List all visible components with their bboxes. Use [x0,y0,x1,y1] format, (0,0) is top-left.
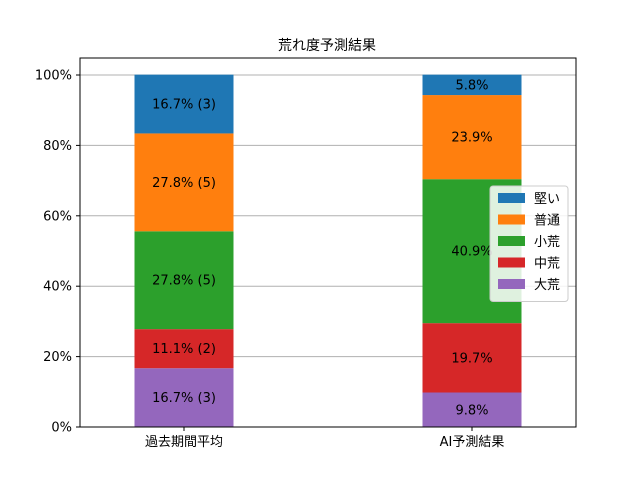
legend-swatch [498,236,525,246]
y-tick-label: 40% [43,280,72,295]
bar-segment [422,392,522,427]
data-label: 5.8% [455,78,488,93]
bar-segment [422,323,522,393]
x-tick-label: 過去期間平均 [145,435,223,450]
bar-segment [134,74,234,134]
bar-segment [134,133,234,232]
legend-swatch [498,214,525,225]
data-label: 40.9% [451,245,492,260]
bars [134,74,522,427]
legend-label: 中荒 [534,257,560,272]
y-tick-label: 20% [43,350,72,365]
data-label: 23.9% [451,131,492,146]
legend-swatch [498,279,525,289]
chart-title: 荒れ度予測結果 [278,38,376,54]
legend-label: 大荒 [534,278,560,293]
bar-segment [422,95,522,180]
data-label: 11.1% (2) [152,342,216,357]
data-label: 27.8% (5) [152,176,216,191]
data-label: 16.7% (3) [152,98,216,113]
legend-label: 普通 [534,214,560,229]
legend-label: 小荒 [534,235,560,250]
data-labels: 16.7% (3) 11.1% (2) 27.8% (5) 27.8% (5) 16.7… [152,78,493,418]
y-tick-label: 80% [43,139,72,154]
bar-segment [422,74,522,96]
bar-segment [134,368,234,427]
legend-swatch [498,257,525,268]
y-axis: 0% 20% 40% 60% 80% 100% [35,69,80,436]
y-tick-label: 60% [43,209,72,224]
x-axis: 過去期間平均 AI予測結果 [145,427,504,450]
bar-segment [134,231,234,330]
y-tick-label: 0% [51,421,72,436]
x-tick-label: AI予測結果 [440,435,505,450]
plot-frame [79,57,577,428]
legend-swatch [498,193,525,203]
y-tick-label: 100% [35,69,72,84]
data-label: 16.7% (3) [152,391,216,406]
data-label: 19.7% [451,351,492,366]
legend-label: 堅い [534,192,560,207]
bar-segment [134,329,234,369]
data-label: 27.8% (5) [152,274,216,289]
data-label: 9.8% [455,403,488,418]
